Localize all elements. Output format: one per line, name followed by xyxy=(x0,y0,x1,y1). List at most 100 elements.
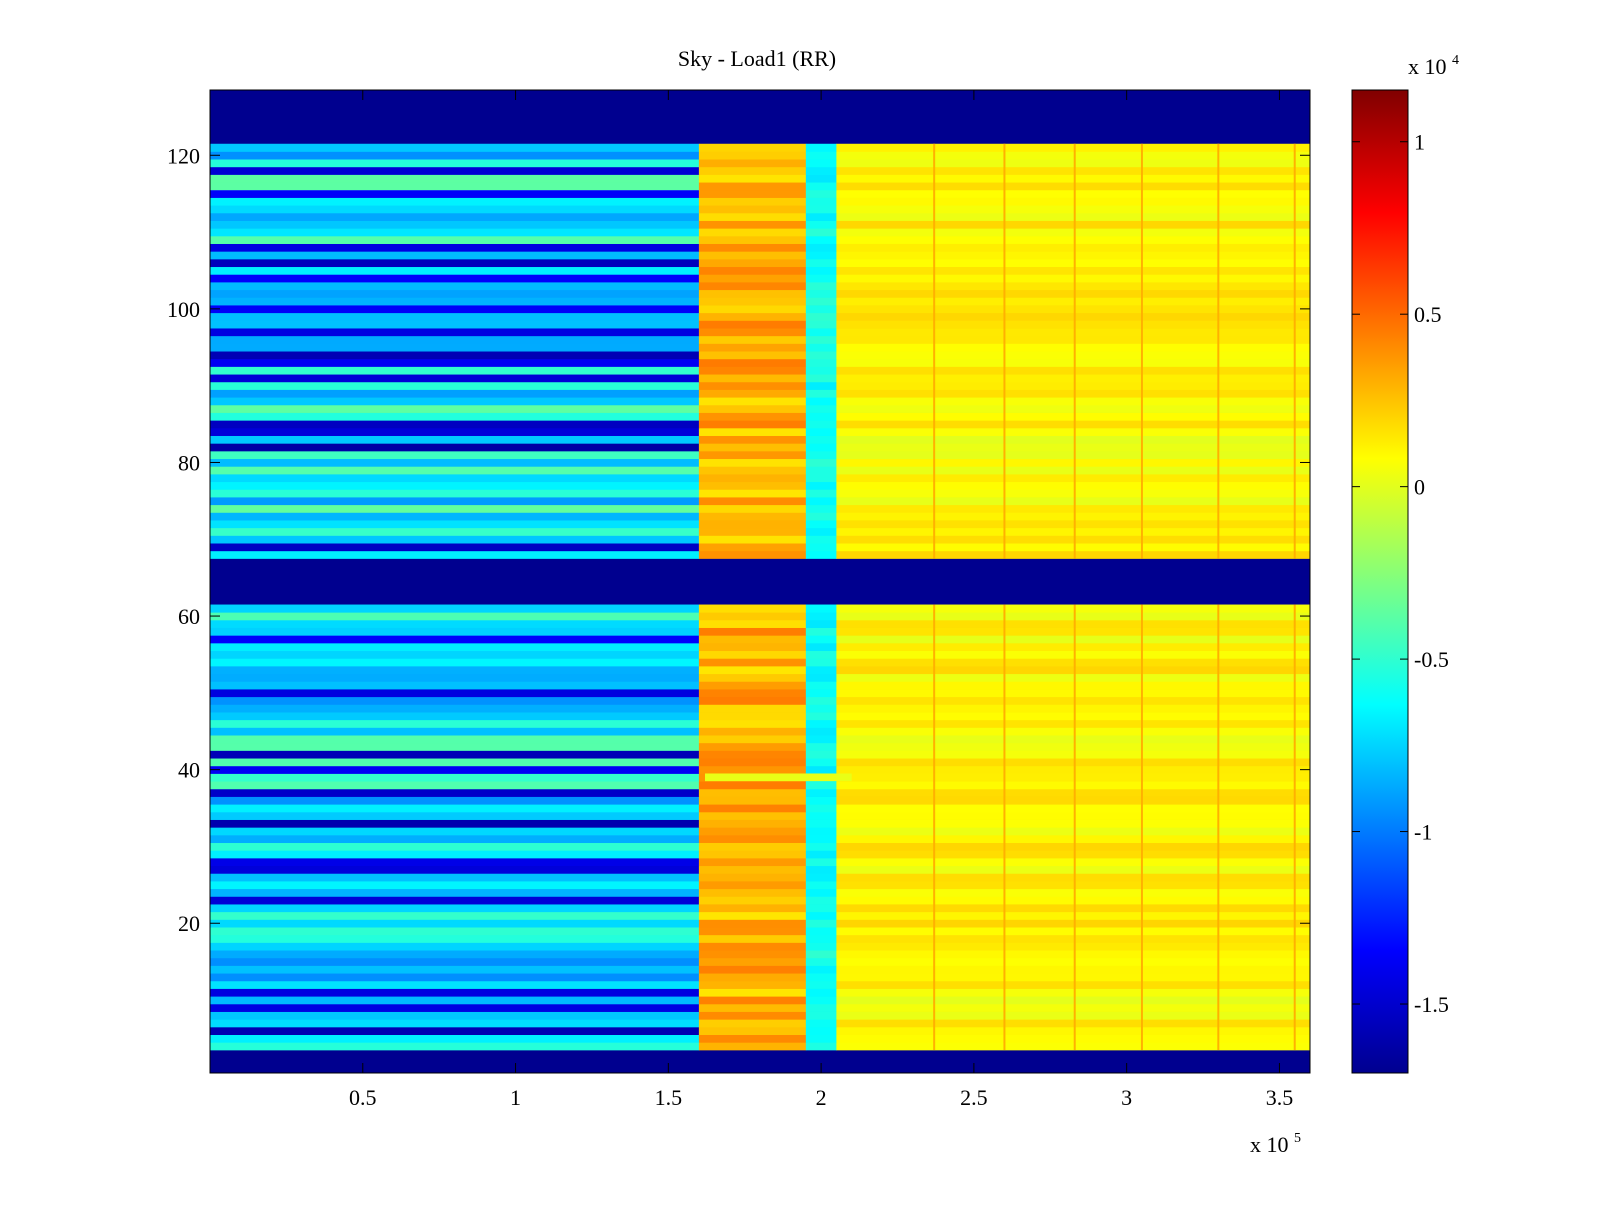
heatmap-cell xyxy=(805,212,837,221)
heatmap-cell xyxy=(805,450,837,460)
heatmap-cell xyxy=(210,927,700,936)
heatmap-cell xyxy=(836,604,1311,613)
heatmap-cell xyxy=(836,151,1311,160)
heatmap-cell xyxy=(210,289,700,298)
heatmap-cell xyxy=(210,527,700,536)
heatmap-cell xyxy=(210,773,700,782)
y-axis: 20 40 60 80 100 120 xyxy=(167,143,1310,936)
heatmap-cell xyxy=(836,343,1311,352)
heatmap-cell xyxy=(836,950,1311,959)
heatmap-cell xyxy=(698,274,807,283)
heatmap-cell xyxy=(210,351,700,360)
heatmap-cell xyxy=(210,796,700,805)
colorbar-gradient xyxy=(1351,89,1409,1074)
heatmap-cell xyxy=(836,781,1311,790)
heatmap-cell xyxy=(836,834,1311,844)
heatmap-cell xyxy=(836,957,1311,966)
heatmap-cell xyxy=(836,973,1311,982)
heatmap-cell xyxy=(698,819,807,828)
heatmap-cell xyxy=(210,212,700,221)
heatmap-cell xyxy=(805,281,837,291)
heatmap-cell xyxy=(836,235,1311,244)
heatmap-cell xyxy=(698,473,807,483)
heatmap-cell xyxy=(698,965,807,974)
heatmap-cell xyxy=(698,865,807,874)
heatmap-cell xyxy=(805,888,837,897)
heatmap-cell xyxy=(805,305,837,314)
heatmap-cell xyxy=(836,850,1311,859)
heatmap-cell xyxy=(210,205,700,214)
heatmap-cell xyxy=(805,681,837,690)
heatmap-cell xyxy=(210,397,700,406)
heatmap-cell xyxy=(698,635,807,644)
heatmap-cell xyxy=(698,358,807,367)
heatmap-cell xyxy=(698,850,807,859)
heatmap-cell xyxy=(698,973,807,982)
heatmap-cell xyxy=(698,750,807,759)
heatmap-cell xyxy=(210,934,700,943)
heatmap-cell xyxy=(698,1042,807,1051)
heatmap-cell xyxy=(836,804,1311,813)
heatmap-cell xyxy=(836,819,1311,828)
heatmap-cell xyxy=(805,166,837,175)
heatmap-cell xyxy=(698,450,807,460)
heatmap-cell xyxy=(698,804,807,813)
heatmap-cell xyxy=(210,735,700,744)
heatmap-cell xyxy=(836,328,1311,337)
heatmap-cell xyxy=(698,642,807,652)
heatmap-cell xyxy=(698,420,807,429)
heatmap-cell xyxy=(698,957,807,966)
heatmap-cell xyxy=(836,212,1311,221)
heatmap-cell xyxy=(210,881,700,890)
heatmap-cell xyxy=(805,827,837,836)
colorbar-tick-label: 0 xyxy=(1414,475,1425,500)
heatmap-cell xyxy=(210,197,700,206)
heatmap-cell xyxy=(210,781,700,790)
heatmap-cell xyxy=(805,735,837,744)
heatmap-cell xyxy=(805,189,837,198)
heatmap-cell xyxy=(805,435,837,444)
heatmap-cell xyxy=(805,996,837,1005)
heatmap-cell xyxy=(805,151,837,160)
heatmap-cell xyxy=(805,635,837,644)
heatmap-cell xyxy=(210,965,700,974)
heatmap-cell xyxy=(805,328,837,337)
heatmap-cell xyxy=(836,182,1311,191)
heatmap-cell xyxy=(805,258,837,268)
heatmap-cell xyxy=(836,773,1311,782)
heatmap-cell xyxy=(698,765,807,774)
heatmap-cell xyxy=(805,550,837,559)
heatmap-cell xyxy=(210,850,700,859)
heatmap-cell xyxy=(210,389,700,398)
heatmap-cell xyxy=(805,251,837,260)
heatmap-cell xyxy=(210,228,700,237)
heatmap-cell xyxy=(836,389,1311,398)
heatmap-cell xyxy=(836,742,1311,751)
x-exponent-base: x 10 xyxy=(1250,1132,1289,1157)
heatmap-cell xyxy=(805,873,837,882)
heatmap-cell xyxy=(698,735,807,744)
heatmap-cell xyxy=(805,758,837,767)
heatmap-cell xyxy=(210,543,700,552)
heatmap-cell xyxy=(698,312,807,321)
heatmap-cell xyxy=(805,174,837,183)
heatmap-cell xyxy=(805,489,837,498)
heatmap-cell xyxy=(210,904,700,913)
heatmap-cell xyxy=(836,673,1311,682)
heatmap-cell xyxy=(836,281,1311,291)
heatmap-cell xyxy=(698,404,807,413)
heatmap-cell xyxy=(698,834,807,844)
heatmap-cell xyxy=(805,320,837,329)
heatmap-cell xyxy=(698,627,807,636)
heatmap-cell xyxy=(805,988,837,997)
heatmap-cell xyxy=(805,627,837,636)
heatmap-cell xyxy=(698,228,807,237)
heatmap-cell xyxy=(805,182,837,191)
heatmap-cell xyxy=(805,850,837,859)
heatmap-cell xyxy=(210,673,700,682)
plot-frame xyxy=(209,89,1311,1074)
heatmap-cell xyxy=(698,911,807,920)
heatmap-cell xyxy=(836,404,1311,413)
heatmap-cell xyxy=(836,397,1311,406)
